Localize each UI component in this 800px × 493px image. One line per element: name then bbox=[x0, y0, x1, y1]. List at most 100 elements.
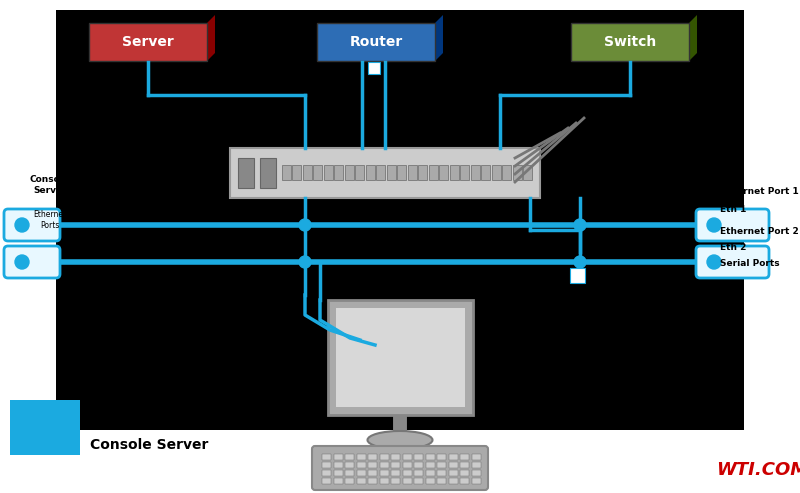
FancyBboxPatch shape bbox=[4, 209, 60, 241]
Bar bbox=[437, 470, 446, 476]
Bar bbox=[426, 454, 434, 460]
Polygon shape bbox=[207, 15, 215, 61]
FancyBboxPatch shape bbox=[491, 165, 501, 179]
FancyBboxPatch shape bbox=[366, 165, 374, 179]
Bar bbox=[230, 148, 540, 198]
Bar bbox=[460, 462, 469, 468]
Bar bbox=[471, 470, 481, 476]
Bar bbox=[322, 462, 331, 468]
Bar bbox=[56, 10, 744, 430]
Text: Switch: Switch bbox=[604, 35, 656, 49]
Bar bbox=[379, 462, 389, 468]
FancyBboxPatch shape bbox=[355, 165, 364, 179]
Bar bbox=[357, 462, 366, 468]
FancyBboxPatch shape bbox=[376, 165, 385, 179]
Bar bbox=[335, 308, 465, 407]
Circle shape bbox=[574, 256, 586, 268]
Text: NPS: NPS bbox=[90, 410, 138, 430]
Bar bbox=[357, 478, 366, 484]
FancyBboxPatch shape bbox=[513, 165, 522, 179]
Bar bbox=[391, 470, 400, 476]
FancyBboxPatch shape bbox=[282, 165, 290, 179]
Bar bbox=[345, 462, 354, 468]
Bar bbox=[391, 478, 400, 484]
Bar bbox=[379, 470, 389, 476]
Circle shape bbox=[15, 218, 29, 232]
FancyBboxPatch shape bbox=[302, 165, 311, 179]
FancyBboxPatch shape bbox=[323, 165, 333, 179]
FancyBboxPatch shape bbox=[292, 165, 301, 179]
Text: Console Server: Console Server bbox=[90, 438, 208, 452]
Bar bbox=[437, 454, 446, 460]
FancyBboxPatch shape bbox=[313, 165, 322, 179]
FancyBboxPatch shape bbox=[460, 165, 469, 179]
Text: Server: Server bbox=[122, 35, 174, 49]
Bar bbox=[379, 454, 389, 460]
Circle shape bbox=[15, 255, 29, 269]
FancyBboxPatch shape bbox=[397, 165, 406, 179]
Bar bbox=[334, 478, 342, 484]
Bar bbox=[238, 158, 254, 188]
Text: Ethernet
Ports: Ethernet Ports bbox=[34, 211, 66, 230]
Bar bbox=[260, 158, 276, 188]
FancyBboxPatch shape bbox=[696, 246, 769, 278]
Bar bbox=[368, 470, 377, 476]
Bar bbox=[426, 470, 434, 476]
Bar bbox=[345, 478, 354, 484]
FancyBboxPatch shape bbox=[696, 209, 769, 241]
FancyBboxPatch shape bbox=[450, 165, 458, 179]
Bar bbox=[460, 454, 469, 460]
Text: Serial Ports: Serial Ports bbox=[720, 258, 780, 268]
Circle shape bbox=[707, 218, 721, 232]
Circle shape bbox=[299, 256, 311, 268]
Circle shape bbox=[574, 219, 586, 231]
Bar bbox=[345, 454, 354, 460]
Bar bbox=[437, 462, 446, 468]
FancyBboxPatch shape bbox=[523, 165, 532, 179]
Text: Eth 1: Eth 1 bbox=[720, 206, 746, 214]
FancyBboxPatch shape bbox=[334, 165, 343, 179]
Bar bbox=[327, 300, 473, 415]
Bar bbox=[449, 454, 458, 460]
Bar bbox=[449, 462, 458, 468]
FancyBboxPatch shape bbox=[418, 165, 427, 179]
Bar bbox=[449, 478, 458, 484]
Text: Console
Server: Console Server bbox=[30, 176, 70, 195]
Bar bbox=[426, 462, 434, 468]
Bar bbox=[402, 478, 411, 484]
Bar bbox=[368, 454, 377, 460]
FancyBboxPatch shape bbox=[481, 165, 490, 179]
FancyBboxPatch shape bbox=[4, 246, 60, 278]
Polygon shape bbox=[689, 15, 697, 61]
Bar bbox=[449, 470, 458, 476]
FancyBboxPatch shape bbox=[345, 165, 354, 179]
Bar bbox=[89, 23, 207, 61]
Text: Eth 2: Eth 2 bbox=[720, 244, 746, 252]
Bar bbox=[471, 478, 481, 484]
Text: Router: Router bbox=[350, 35, 402, 49]
Bar bbox=[402, 462, 411, 468]
FancyBboxPatch shape bbox=[312, 446, 488, 490]
Circle shape bbox=[707, 255, 721, 269]
FancyBboxPatch shape bbox=[439, 165, 448, 179]
Bar bbox=[334, 454, 342, 460]
Bar bbox=[317, 23, 435, 61]
Bar bbox=[471, 454, 481, 460]
Bar bbox=[570, 268, 585, 283]
Bar bbox=[368, 462, 377, 468]
FancyBboxPatch shape bbox=[502, 165, 511, 179]
Bar bbox=[402, 470, 411, 476]
Bar bbox=[345, 470, 354, 476]
Bar bbox=[571, 23, 689, 61]
Bar bbox=[334, 462, 342, 468]
Ellipse shape bbox=[367, 431, 433, 449]
Polygon shape bbox=[435, 15, 443, 61]
Bar bbox=[471, 462, 481, 468]
Text: Ethernet Port 2: Ethernet Port 2 bbox=[720, 227, 798, 237]
Bar bbox=[460, 470, 469, 476]
Bar bbox=[368, 62, 380, 74]
Bar bbox=[322, 470, 331, 476]
Bar bbox=[414, 454, 423, 460]
Bar bbox=[426, 478, 434, 484]
Text: WTI.COM: WTI.COM bbox=[716, 461, 800, 479]
